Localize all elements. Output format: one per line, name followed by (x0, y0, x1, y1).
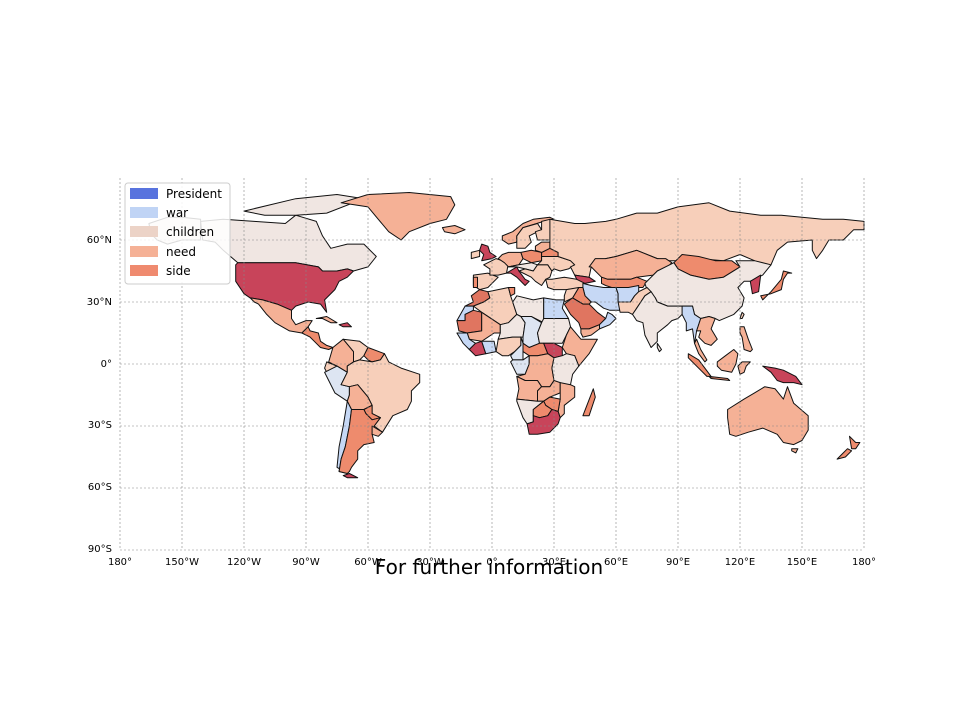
country-korea (749, 274, 762, 295)
map-caption: For further information (375, 555, 603, 579)
lon-tick-90e: 90°E (666, 557, 690, 568)
country-india (632, 291, 693, 348)
country-tunisia (508, 287, 516, 297)
country-caucasus (574, 274, 596, 284)
country-new-zealand-north (849, 435, 861, 450)
country-venezuela (342, 338, 369, 363)
lon-tick-60e: 60°E (604, 557, 628, 568)
legend-label-war: war (166, 206, 188, 220)
legend-swatch-war (130, 207, 158, 218)
lat-tick-60s: 60°S (88, 482, 112, 493)
country-central-america (301, 326, 334, 350)
lon-tick-30w: 30°W (416, 557, 444, 568)
lon-tick-60w: 60°W (354, 557, 382, 568)
country-new-guinea (762, 365, 803, 386)
country-russia (549, 202, 865, 278)
country-portugal (472, 276, 478, 288)
lat-tick-30s: 30°S (88, 420, 112, 431)
lat-tick-0: 0° (101, 359, 112, 370)
country-italy (506, 266, 530, 286)
country-new-zealand-south (836, 448, 853, 460)
legend-swatch-need (130, 246, 158, 257)
country-japan (760, 270, 793, 301)
country-java (708, 375, 731, 381)
country-sri-lanka (656, 342, 662, 353)
country-ireland (470, 249, 481, 260)
legend-swatch-president (130, 188, 158, 199)
country-france (483, 258, 509, 276)
country-madagascar (582, 388, 596, 417)
latitude-tick-labels: 90°S 60°S 30°S 0° 30°N 60°N (87, 235, 112, 555)
country-east-africa (551, 353, 580, 388)
country-australia (727, 386, 809, 446)
lon-tick-150w: 150°W (165, 557, 199, 568)
legend-label-need: need (166, 245, 196, 259)
countries-layer (148, 192, 865, 479)
lon-tick-0: 0° (486, 557, 497, 568)
country-iceland (441, 225, 466, 235)
country-argentina (338, 409, 381, 474)
country-tierra-del-fuego (342, 473, 359, 479)
legend-label-side: side (166, 264, 191, 278)
country-mexico (249, 297, 313, 334)
country-canadian-arctic-islands (243, 194, 365, 216)
country-tasmania (791, 448, 799, 454)
legend-swatch-side (130, 265, 158, 276)
country-taiwan (739, 311, 745, 319)
country-mozambique (557, 382, 576, 419)
country-borneo (716, 349, 739, 373)
country-cuba (315, 316, 338, 324)
lat-tick-60n: 60°N (87, 235, 112, 246)
country-sweden (516, 223, 543, 249)
lon-tick-150e: 150°E (787, 557, 817, 568)
legend-swatch-children (130, 226, 158, 237)
lon-tick-30e: 30°E (542, 557, 566, 568)
country-malay-peninsula (694, 338, 708, 363)
lon-tick-90w: 90°W (292, 557, 320, 568)
graticule-layer (119, 178, 865, 551)
lon-tick-180w: 180° (108, 557, 132, 568)
lat-tick-30n: 30°N (87, 297, 112, 308)
country-hispaniola (338, 322, 352, 328)
country-sumatra (687, 353, 712, 377)
longitude-tick-labels: 180° 150°W 120°W 90°W 60°W 30°W 0° 30°E … (108, 557, 876, 568)
legend-label-children: children (166, 225, 214, 239)
legend: President war children need side (124, 182, 231, 285)
lon-tick-120e: 120°E (725, 557, 755, 568)
lat-tick-90s: 90°S (88, 544, 112, 555)
country-ghana-togo (481, 340, 497, 355)
country-uruguay (371, 425, 383, 437)
country-south-africa (526, 409, 561, 435)
lon-tick-180e: 180° (852, 557, 876, 568)
country-ethiopia-horn (561, 326, 598, 367)
legend-label-president: President (166, 187, 222, 201)
country-indochina (696, 316, 718, 346)
country-yemen (580, 324, 600, 338)
country-philippines (739, 326, 753, 353)
country-balkans (518, 264, 553, 286)
lon-tick-120w: 120°W (227, 557, 261, 568)
